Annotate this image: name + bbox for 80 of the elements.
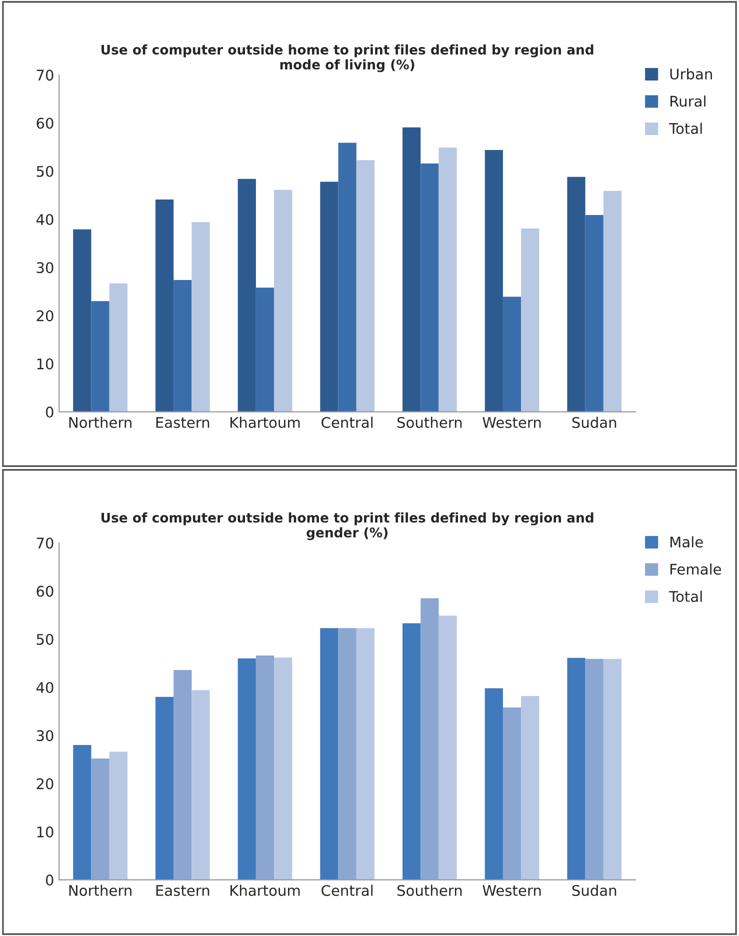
bar — [109, 283, 128, 412]
bar — [438, 148, 457, 412]
bar — [274, 190, 292, 412]
x-tick-label: Sudan — [572, 884, 616, 896]
x-tick-label: Central — [322, 884, 373, 896]
bar — [174, 670, 192, 880]
bar — [73, 229, 92, 412]
x-tick-label: Eastern — [156, 885, 210, 896]
bar — [402, 127, 421, 412]
bar — [238, 178, 256, 412]
x-tick-label: Southern — [397, 884, 462, 896]
y-tick-label: 10 — [37, 358, 54, 370]
bar — [320, 182, 338, 412]
bar — [603, 190, 622, 412]
y-tick-label: 70 — [36, 70, 54, 81]
bar — [109, 752, 128, 880]
chart-title: Use of computer outside home to print files defined by region and gender (%) — [102, 512, 594, 540]
bar — [420, 163, 439, 412]
x-tick-label: Northern — [69, 416, 132, 428]
y-tick-label: 0 — [46, 874, 54, 886]
bar — [521, 696, 540, 880]
legend-label: Female — [670, 563, 722, 575]
bar — [155, 696, 174, 880]
y-tick-label: 20 — [36, 310, 54, 322]
y-tick-label: 30 — [36, 262, 54, 274]
x-tick-label: Western — [482, 885, 541, 896]
bar — [91, 301, 110, 412]
chart-title: Use of computer outside home to print files defined by region and mode of living (%) — [102, 44, 594, 72]
y-tick-label: 20 — [36, 778, 54, 790]
bar — [238, 658, 256, 880]
bar — [192, 222, 210, 412]
bar — [484, 688, 503, 880]
bar — [155, 200, 174, 412]
bar — [338, 142, 356, 412]
y-tick-label: 40 — [36, 214, 54, 226]
bar — [603, 658, 622, 880]
bar — [73, 745, 92, 880]
bar — [438, 616, 457, 880]
bar — [484, 150, 503, 412]
bar — [420, 598, 439, 880]
bar — [356, 628, 375, 880]
x-tick-label: Khartoum — [230, 884, 300, 896]
y-tick-label: 50 — [36, 634, 54, 645]
x-tick-label: Southern — [397, 416, 462, 428]
y-tick-label: 0 — [46, 406, 54, 418]
bar — [502, 708, 522, 880]
x-tick-label: Western — [482, 417, 541, 428]
bar — [256, 288, 274, 412]
bar — [521, 228, 540, 412]
legend-label: Total — [669, 122, 702, 134]
y-tick-label: 60 — [36, 586, 54, 597]
bar — [402, 623, 421, 880]
bar — [567, 658, 586, 880]
bar — [338, 628, 356, 880]
bar — [356, 160, 375, 412]
legend-label: Urban — [670, 68, 712, 80]
bar — [585, 214, 604, 412]
y-tick-label: 50 — [36, 166, 54, 177]
y-tick-label: 30 — [36, 730, 54, 742]
bar — [274, 657, 292, 880]
legend-label: Rural — [670, 95, 706, 107]
bar — [174, 280, 192, 412]
x-tick-label: Northern — [69, 884, 132, 896]
bar — [91, 758, 110, 880]
legend-label: Male — [670, 536, 703, 548]
legend-label: Total — [669, 590, 702, 602]
bar — [256, 656, 274, 880]
x-tick-label: Khartoum — [230, 416, 300, 428]
bar — [192, 690, 210, 880]
bar — [585, 658, 604, 880]
x-tick-label: Central — [322, 416, 373, 428]
x-tick-label: Eastern — [156, 417, 210, 428]
bar — [502, 296, 522, 412]
y-tick-label: 10 — [37, 826, 54, 838]
y-tick-label: 70 — [36, 538, 54, 549]
x-tick-label: Sudan — [572, 416, 616, 428]
y-tick-label: 60 — [36, 118, 54, 129]
bar — [567, 176, 586, 412]
bar — [320, 628, 338, 880]
y-tick-label: 40 — [36, 682, 54, 694]
